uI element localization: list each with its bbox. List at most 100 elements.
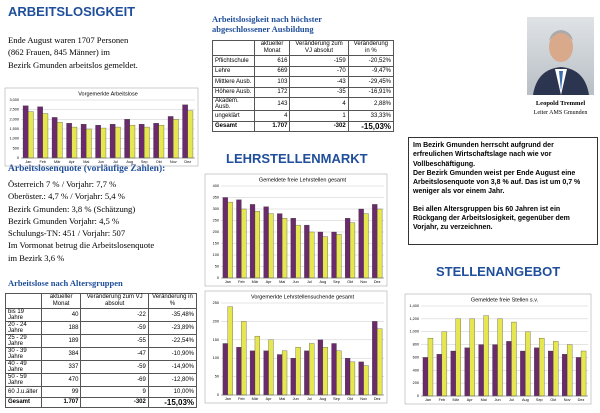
line: Bezirk Gmunden: 3,8 % (Schätzung) [8, 203, 136, 214]
x-tick-label: Apr [266, 397, 273, 401]
bar [173, 119, 179, 159]
x-tick-label: Okt [347, 280, 354, 284]
edu-table: aktueller Monat Veränderung zum VJ absolu… [212, 40, 395, 132]
cell: -69 [80, 373, 149, 387]
x-tick-label: Mär [453, 398, 460, 402]
bar [358, 361, 364, 396]
y-tick-label: 200 [213, 319, 219, 323]
bar [236, 347, 242, 396]
chart-frame [404, 293, 592, 405]
x-tick-label: Jun [293, 397, 299, 401]
bar [422, 357, 429, 397]
x-tick-label: Okt [156, 160, 163, 164]
bar [295, 347, 301, 396]
y-tick-label: 50 [215, 375, 219, 379]
bar [277, 213, 283, 279]
bar [580, 350, 587, 397]
bar [377, 208, 383, 279]
chart-title: Vorgemerkte Lehrstellensuchende gesamt [251, 294, 355, 300]
bar [372, 204, 378, 279]
bar [37, 106, 43, 159]
bar [263, 206, 269, 279]
y-tick-label: 1,500 [9, 127, 19, 131]
bar [436, 354, 443, 397]
y-tick-label: 150 [213, 338, 219, 342]
bar [450, 350, 456, 397]
row: 50 - 59 Jahre 470 -69 -12,80% [5, 373, 198, 387]
x-tick-label: Sep [141, 160, 148, 164]
cell: 2,88% [347, 97, 395, 111]
y-tick-label: 500 [13, 146, 19, 150]
bar [144, 126, 150, 159]
bar [575, 357, 582, 397]
x-tick-label: Okt [550, 398, 557, 402]
bar [336, 234, 342, 279]
y-tick-label: 300 [213, 207, 219, 211]
y-tick-label: 400 [413, 368, 419, 372]
chart-title: Gemeldete freie Lehrstellen gesamt [259, 177, 347, 183]
cell: -12,80% [147, 373, 198, 387]
bar [249, 204, 256, 279]
line: Oberöster.: 4,7 % / Vorjahr: 5,4 % [8, 191, 125, 202]
bar [241, 208, 247, 279]
bar [331, 231, 337, 279]
header-row: aktueller Monat Veränderung zum VJ absolu… [212, 40, 395, 56]
intro: Ende August waren 1707 Personen (862 Fra… [8, 34, 138, 71]
line: im Bezirk 3,6 % [8, 252, 65, 263]
chart-title: Gemeldete freie Stellen s.v. [471, 297, 539, 303]
bar [427, 337, 434, 397]
x-tick-label: Jul [307, 280, 312, 284]
bar [51, 117, 58, 159]
x-tick-label: Aug [319, 280, 326, 284]
bar [304, 224, 310, 279]
x-tick-label: Sep [333, 280, 340, 284]
text-box: Im Bezirk Gmunden herrscht aufgrund der … [408, 137, 598, 245]
line: Ende August waren 1707 Personen [8, 35, 129, 45]
x-tick-label: Sep [333, 397, 340, 401]
x-tick-label: Jan [25, 160, 31, 164]
x-tick-label: Jan [225, 397, 231, 401]
y-tick-label: 2,500 [9, 108, 19, 112]
x-tick-label: Apr [266, 280, 273, 284]
y-tick-label: 3,000 [9, 98, 19, 102]
x-tick-label: Dez [374, 280, 381, 284]
bar [441, 331, 448, 397]
bar [548, 350, 554, 397]
bar [553, 341, 559, 397]
cell: 30 - 39 Jahre [5, 347, 42, 361]
bar [42, 113, 49, 159]
line: Bezirk Gmunden Vorjahr: 4,5 % [8, 215, 120, 226]
bar [497, 318, 503, 397]
bar [322, 347, 328, 396]
line: Österreich 7 % / Vorjahr: 7,7 % [8, 179, 117, 189]
bar [281, 218, 288, 279]
x-tick-label: Jun [494, 398, 500, 402]
bar [455, 318, 461, 397]
x-tick-label: Aug [126, 160, 133, 164]
y-tick-label: 350 [213, 196, 219, 200]
x-tick-label: Jul [509, 398, 514, 402]
bar [115, 126, 121, 159]
y-tick-label: 0 [217, 393, 219, 397]
name: Leopold Tremmel [535, 100, 586, 107]
x-tick-label: Feb [39, 160, 46, 164]
bar [100, 127, 107, 159]
bar [566, 344, 573, 397]
bar [309, 343, 315, 396]
row: Gesamt 1.707 -302 -15,03% [5, 396, 198, 408]
bar [290, 218, 296, 279]
x-tick-label: Dez [374, 397, 381, 401]
bar [317, 339, 324, 396]
x-tick-label: Jun [293, 280, 299, 284]
bar [363, 365, 369, 396]
quote-lines: Österreich 7 % / Vorjahr: 7,7 % Oberöster… [8, 178, 154, 264]
row: ungeklärt 4 1 33,33% [212, 110, 395, 122]
bar [86, 128, 92, 159]
paragraph: Der Bezirk Gmunden weist per Ende August… [413, 169, 581, 196]
heading: Arbeitslosigkeit nach höchster abgeschlo… [212, 14, 322, 34]
header-cell: Veränderung zum VJ absolut [289, 40, 349, 56]
bar [263, 350, 269, 396]
x-tick-label: Jan [225, 280, 231, 284]
x-tick-label: Mär [54, 160, 61, 164]
